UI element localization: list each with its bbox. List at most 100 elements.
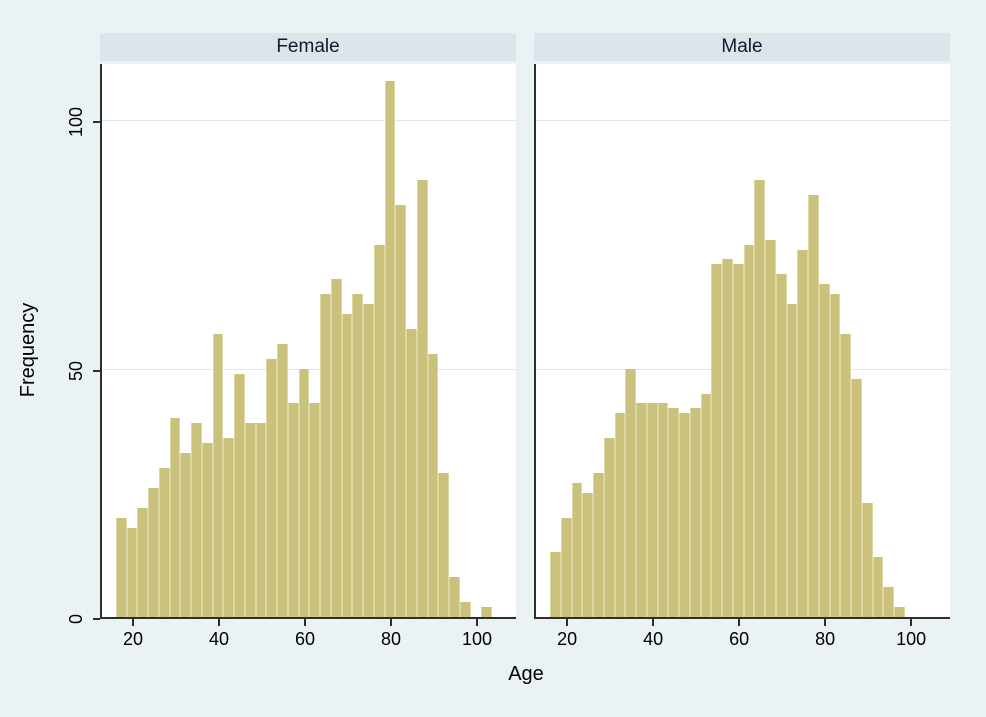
histogram-bar [894,607,905,617]
panel-strip-female: Female [100,33,516,61]
histogram-bar [614,413,626,617]
x-tick-label: 20 [122,629,144,649]
histogram-bar [560,517,572,617]
panel-strip-male: Male [534,33,950,61]
x-tick-label: 40 [643,629,664,649]
histogram-bar [212,333,224,617]
histogram-bar [840,333,851,617]
x-tick-label: 60 [729,629,750,649]
histogram-bar [861,502,873,617]
x-tick-label: 60 [294,629,316,649]
x-tick-mark [304,619,306,626]
histogram-bar [384,80,396,617]
plot-area-female [100,64,516,619]
histogram-bar [298,368,310,617]
histogram-bar [158,468,170,617]
histogram-bar [711,264,722,617]
histogram-bar [287,403,299,617]
histogram-bar [406,328,417,617]
histogram-bar [883,587,894,617]
histogram-bar [244,423,256,617]
histogram-bar [582,492,593,617]
histogram-bar [646,403,658,617]
histogram-bar [571,482,583,617]
panel-strip-female-label: Female [276,36,340,57]
histogram-bar [593,473,604,617]
histogram-bar [851,378,862,617]
y-tick-mark [93,121,100,124]
histogram-bar [449,577,460,617]
x-tick-mark [824,619,827,626]
histogram-bar [320,294,331,617]
plot-area-male [534,64,950,619]
y-axis-title: Frequency [17,302,39,398]
histogram-bar [668,408,679,617]
histogram-bar [657,403,669,617]
x-tick-mark [390,619,392,626]
x-tick-label: 80 [815,629,836,649]
histogram-bar [765,239,776,617]
histogram-bar [625,368,636,617]
histogram-bar [234,373,245,617]
histogram-bar [786,304,798,617]
x-tick-mark [218,619,220,626]
histogram-bar [277,343,288,617]
histogram-bar [191,423,202,617]
histogram-bar [115,517,127,617]
histogram-bar [636,403,647,617]
histogram-bar [416,180,428,617]
histogram-bar [266,358,278,617]
x-tick-label: 20 [557,629,578,649]
histogram-bar [126,527,138,617]
y-tick-label: 100 [66,107,86,138]
gridline-y100 [102,120,516,122]
histogram-bar [395,204,407,617]
x-axis-title: Age [508,663,544,685]
x-tick-mark [652,619,655,626]
histogram-bar [459,602,471,617]
x-tick-label: 80 [380,629,402,649]
histogram-bar [330,279,342,617]
histogram-bar [169,418,181,617]
histogram-bar [679,413,690,617]
x-tick-label: 100 [896,629,927,649]
histogram-bar [754,180,765,617]
histogram-bar [481,607,493,617]
histogram-bar [180,453,192,617]
histogram-bar [829,294,841,617]
histogram-bar [341,314,353,617]
y-tick-mark [93,618,100,620]
y-tick-label: 0 [66,614,86,625]
y-tick-label: 50 [66,360,86,381]
x-tick-mark [132,619,134,626]
histogram-bar [363,304,374,617]
histogram-bar [137,507,149,617]
histogram-bar [818,284,830,617]
x-tick-label: 100 [461,629,493,649]
histogram-bar [352,294,364,617]
histogram-bar [255,423,267,617]
histogram-bar [603,438,615,617]
histogram-bar [775,274,787,617]
y-tick-mark [93,369,100,372]
x-tick-mark [566,619,569,626]
x-tick-label: 40 [208,629,230,649]
histogram-bar [373,244,385,617]
histogram-bar [700,393,712,617]
histogram-bar [550,552,561,617]
histogram-bar [223,438,235,617]
x-tick-mark [476,619,478,626]
histogram-bar [309,403,321,617]
histogram-bar [689,408,701,617]
histogram-bar [438,473,450,617]
histogram-bar [797,249,808,617]
histogram-bar [872,557,884,617]
histogram-bar [148,487,159,617]
histogram-bar [722,259,733,617]
x-tick-mark [738,619,741,626]
gridline-y100 [536,120,950,122]
panel-strip-male-label: Male [721,36,763,57]
histogram-bar [732,264,744,617]
histogram-bar [808,194,819,617]
